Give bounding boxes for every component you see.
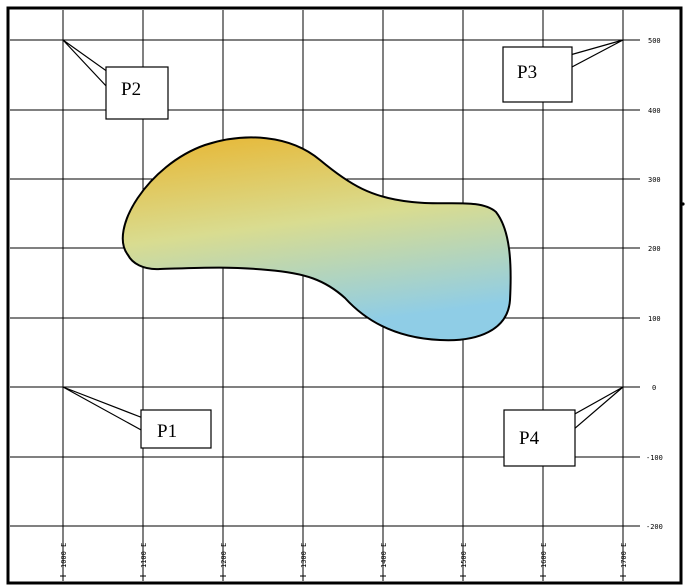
bottom-axis-label: 1100 E xyxy=(140,543,148,568)
callout-p3-label: P3 xyxy=(517,62,537,83)
callout-p3: P3 xyxy=(502,39,624,103)
right-axis-label: -200 xyxy=(646,523,663,531)
bottom-axis-label: 1300 E xyxy=(300,543,308,568)
right-axis-label: 400 xyxy=(648,107,661,115)
right-axis-label: 100 xyxy=(648,315,661,323)
right-axis-label: -100 xyxy=(646,454,663,462)
right-axis: 500 400 300 200 100 0 -100 -200 xyxy=(646,37,663,531)
bottom-axis: 1000 E 1100 E 1200 E 1300 E 1400 E 1500 … xyxy=(60,543,628,568)
bottom-axis-label: 1700 E xyxy=(620,543,628,568)
callout-p2-label: P2 xyxy=(121,79,141,100)
callout-p1-label: P1 xyxy=(157,421,177,442)
right-axis-label: 0 xyxy=(652,384,656,392)
callout-p2: P2 xyxy=(62,39,169,120)
callout-p2-box xyxy=(105,66,169,120)
bottom-axis-label: 1500 E xyxy=(460,543,468,568)
callout-p1: P1 xyxy=(62,386,212,449)
callout-p4-box xyxy=(503,409,576,467)
callout-p1-box xyxy=(140,409,212,449)
bottom-axis-label: 1000 E xyxy=(60,543,68,568)
bottom-axis-label: 1400 E xyxy=(380,543,388,568)
gradient-region xyxy=(121,136,512,342)
bottom-axis-label: 1200 E xyxy=(220,543,228,568)
right-axis-label: 200 xyxy=(648,245,661,253)
callout-p4: P4 xyxy=(503,386,624,467)
callout-p4-label: P4 xyxy=(519,428,540,449)
right-axis-label: 300 xyxy=(648,176,661,184)
right-axis-label: 500 xyxy=(648,37,661,45)
bottom-axis-label: 1600 E xyxy=(540,543,548,568)
callout-p3-box xyxy=(502,46,573,103)
edge-dot xyxy=(681,202,685,206)
